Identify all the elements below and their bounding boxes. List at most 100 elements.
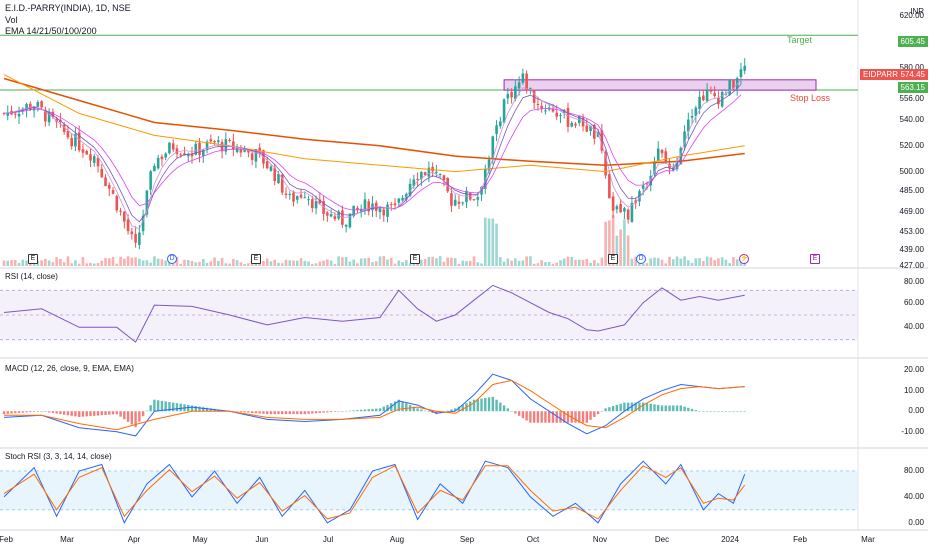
candle-body — [442, 175, 446, 181]
time-label: Sep — [459, 535, 475, 544]
macd-histogram-bar — [427, 411, 431, 412]
volume-bar — [596, 263, 600, 266]
event-marker-s[interactable]: ⚡ — [739, 254, 749, 264]
volume-bar — [732, 257, 735, 266]
event-marker-e[interactable]: E — [608, 254, 618, 264]
candle-body — [85, 151, 89, 155]
candle-body — [611, 196, 615, 211]
volume-bar — [401, 262, 404, 266]
volume-bar — [145, 260, 149, 266]
volume-bar — [724, 259, 728, 266]
candle-body — [461, 202, 465, 204]
event-marker-e[interactable]: E — [28, 254, 38, 264]
macd-histogram-bar — [690, 408, 694, 412]
time-label: Jun — [255, 535, 269, 544]
macd-histogram-bar — [679, 405, 682, 412]
macd-histogram-bar — [469, 401, 472, 412]
volume-bar — [540, 260, 543, 266]
candle-body — [250, 153, 254, 160]
volume-bar — [51, 262, 55, 266]
volume-bar — [536, 263, 540, 266]
macd-histogram-bar — [548, 411, 551, 423]
macd-histogram-bar — [258, 411, 261, 414]
volume-bar — [717, 258, 720, 266]
rsi-label[interactable]: RSI (14, close) — [5, 272, 58, 281]
volume-bar — [499, 257, 502, 266]
event-marker-d[interactable]: D — [636, 254, 646, 264]
volume-bar — [487, 218, 491, 266]
macd-histogram-bar — [423, 410, 427, 412]
event-marker-e[interactable]: E — [410, 254, 420, 264]
macd-histogram-bar — [6, 411, 9, 414]
volume-bar — [615, 235, 619, 266]
volume-bar — [228, 263, 231, 266]
macd-histogram-bar — [611, 406, 615, 412]
macd-label[interactable]: MACD (12, 26, close, 9, EMA, EMA) — [5, 364, 134, 373]
candle-body — [453, 199, 457, 206]
candle-body — [401, 197, 404, 201]
time-label: 2024 — [721, 535, 739, 544]
candle-body — [600, 130, 604, 151]
volume-label[interactable]: Vol — [5, 15, 18, 25]
macd-histogram-bar — [401, 401, 404, 412]
candle-body — [626, 209, 630, 220]
candle-body — [269, 166, 273, 171]
volume-bar — [299, 258, 303, 266]
target-price-tag: 605.45 — [897, 36, 928, 47]
macd-histogram-bar — [664, 405, 667, 412]
macd-histogram-bar — [544, 411, 547, 423]
macd-histogram-bar — [123, 411, 126, 420]
volume-bar — [698, 258, 701, 266]
macd-histogram-bar — [141, 411, 145, 417]
volume-bar — [630, 258, 634, 266]
stop-loss-annotation: Stop Loss — [790, 93, 831, 103]
ema-label[interactable]: EMA 14/21/50/100/200 — [5, 26, 97, 36]
macd-histogram-bar — [728, 411, 731, 412]
macd-histogram-bar — [687, 407, 690, 412]
candle-body — [104, 177, 107, 187]
macd-histogram-bar — [10, 411, 13, 414]
last-price-tag: 574.45 — [897, 69, 928, 80]
macd-histogram-bar — [454, 408, 457, 412]
candle-body — [164, 153, 167, 158]
candle-body — [683, 131, 686, 147]
price-tick: 580.00 — [899, 63, 924, 73]
event-marker-d[interactable]: D — [167, 254, 177, 264]
volume-bar — [581, 259, 585, 266]
candle-body — [589, 125, 592, 132]
candle-body — [363, 199, 367, 210]
macd-histogram-bar — [732, 411, 735, 412]
stoch-tick: 80.00 — [903, 465, 924, 475]
candle-body — [115, 196, 119, 211]
volume-bar — [408, 263, 412, 266]
macd-histogram-bar — [62, 411, 66, 415]
candle-body — [352, 205, 355, 217]
volume-bar — [269, 261, 273, 266]
event-marker-f[interactable]: E — [810, 254, 820, 264]
candle-body — [724, 93, 728, 95]
candle-body — [386, 204, 389, 217]
volume-bar — [232, 259, 235, 266]
volume-bar — [656, 258, 660, 266]
candle-body — [668, 163, 671, 169]
macd-histogram-bar — [85, 411, 88, 417]
volume-bar — [728, 263, 731, 266]
symbol-title[interactable]: E.I.D.-PARRY(INDIA), 1D, NSE — [5, 3, 131, 13]
volume-bar — [438, 256, 442, 266]
volume-bar — [134, 257, 137, 266]
volume-bar — [352, 259, 355, 266]
macd-histogram-bar — [202, 407, 205, 412]
macd-histogram-bar — [108, 411, 111, 415]
candle-body — [698, 96, 701, 110]
candle-body — [435, 171, 438, 173]
volume-bar — [295, 260, 299, 266]
event-marker-e[interactable]: E — [251, 254, 261, 264]
volume-bar — [179, 263, 183, 266]
stoch-label[interactable]: Stoch RSI (3, 3, 14, 14, close) — [5, 452, 112, 461]
candle-body — [529, 87, 532, 89]
volume-bar — [502, 261, 506, 266]
candle-body — [273, 167, 277, 182]
volume-bar — [89, 262, 92, 266]
volume-bar — [645, 263, 649, 266]
candle-body — [502, 99, 506, 123]
